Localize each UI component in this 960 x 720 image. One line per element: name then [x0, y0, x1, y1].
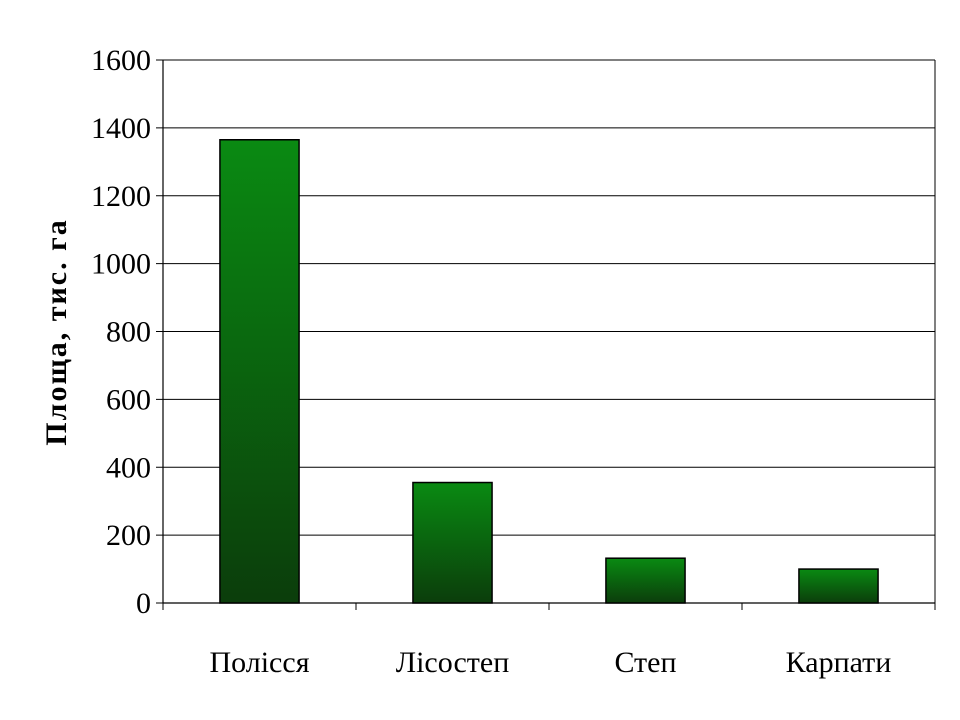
x-category-labels: Полісся Лісостеп Степ Карпати: [209, 646, 891, 679]
y-tick-label: 1600: [91, 44, 151, 77]
y-tick-label: 0: [136, 587, 151, 620]
x-category-label: Степ: [614, 646, 676, 679]
y-axis-title: Площа, тис. га: [40, 218, 73, 445]
x-category-label: Карпати: [786, 646, 892, 679]
y-tick-label: 1200: [91, 180, 151, 213]
bar-1: [219, 139, 300, 604]
y-tick-label: 1000: [91, 248, 151, 281]
bar-3: [605, 557, 686, 604]
y-tick-labels: 0 200 400 600 800 1000 1200 1400 1600: [91, 44, 151, 620]
bars: [219, 139, 879, 604]
y-tick-label: 800: [106, 316, 151, 349]
y-tick-label: 400: [106, 451, 151, 484]
y-tick-label: 200: [106, 519, 151, 552]
x-category-label: Лісостеп: [396, 646, 510, 679]
y-tick-label: 600: [106, 383, 151, 416]
bar-2: [412, 481, 493, 604]
bar-4: [798, 568, 879, 604]
y-tick-label: 1400: [91, 112, 151, 145]
x-category-label: Полісся: [209, 646, 309, 679]
